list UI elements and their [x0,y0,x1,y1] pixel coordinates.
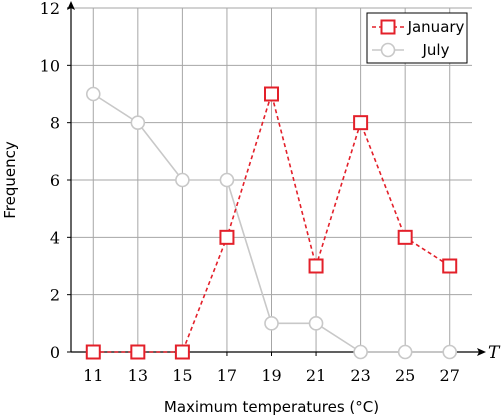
y-tick-label: 8 [50,114,60,133]
y-axis-title: Frequency [1,141,19,219]
tick-labels: 11 13 15 17 19 21 23 25 27 0 2 4 6 8 10 12 [40,0,460,385]
january-point [264,86,279,102]
january-point [442,258,458,274]
july-point [308,316,324,331]
legend-july-marker [380,42,396,58]
january-point [130,344,146,360]
x-tick-label: 17 [217,366,237,385]
x-tick-label: 23 [350,366,370,385]
y-tick-label: 0 [50,343,60,362]
x-axis-arrow [477,348,486,356]
x-tick-label: 15 [172,366,192,385]
january-point [308,258,324,274]
january-point [85,344,101,360]
legend-july-label: July [422,41,450,59]
july-point [175,172,190,188]
legend: January July [366,12,468,64]
july-point [353,344,368,360]
july-point [219,172,235,188]
y-tick-label: 12 [40,0,60,18]
y-tick-label: 4 [50,228,60,247]
x-tick-label: 13 [128,366,148,385]
july-point [397,344,413,360]
y-tick-label: 6 [50,171,60,190]
grid [71,7,472,353]
x-axis-variable: T [488,343,501,363]
january-line [93,91,451,353]
x-axis-title: Maximum temperatures (°C) [164,398,379,416]
january-point [353,115,369,131]
july-point [130,115,146,130]
july-point [85,86,101,102]
y-tick-label: 2 [50,286,60,305]
series-layer [85,86,458,360]
x-tick-label: 27 [440,366,460,385]
x-tick-label: 11 [83,366,103,385]
x-tick-label: 25 [395,366,415,385]
july-point [442,344,458,360]
legend-january-label: January [407,18,465,36]
x-tick-label: 21 [306,366,326,385]
legend-january-marker [380,19,396,35]
january-point [174,344,190,360]
july-point [264,316,279,331]
january-point [397,229,413,245]
x-tick-label: 19 [261,366,281,385]
january-point [219,229,235,245]
y-tick-label: 10 [40,56,60,75]
